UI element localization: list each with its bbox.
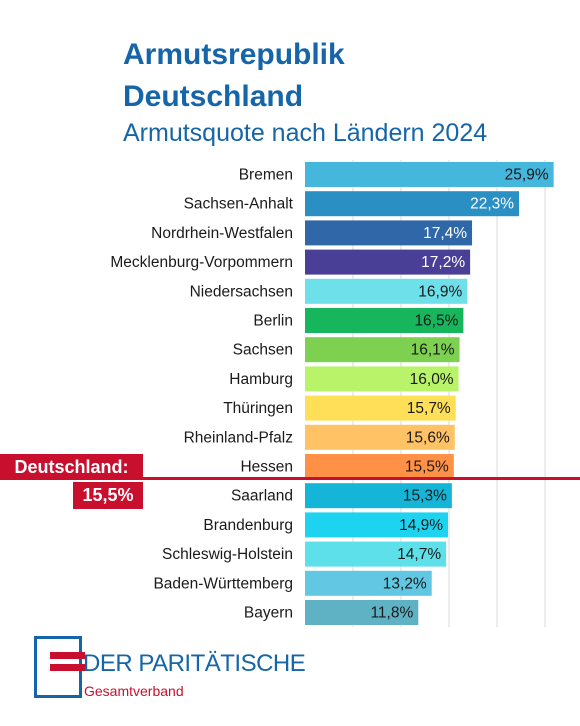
value-label: 15,7% [407, 400, 451, 417]
reference-value-label: 15,5% [73, 482, 143, 509]
reference-label: Deutschland: [0, 454, 143, 480]
bar [305, 162, 554, 187]
bar [305, 395, 456, 421]
logo-subline: Gesamtverband [84, 683, 184, 699]
value-label: 17,2% [421, 254, 465, 271]
category-label: Nordrhein-Westfalen [151, 225, 293, 242]
value-label: 14,7% [397, 546, 441, 563]
bar [305, 191, 520, 217]
category-label: Saarland [231, 488, 293, 505]
category-label: Schleswig-Holstein [162, 546, 293, 563]
category-label: Sachsen [233, 342, 293, 359]
value-label: 16,5% [414, 313, 458, 330]
category-label: Thüringen [223, 400, 293, 417]
category-label: Baden-Württemberg [153, 575, 293, 592]
chart-subtitle: Armutsquote nach Ländern 2024 [123, 119, 488, 147]
category-label: Berlin [253, 313, 293, 330]
bar [305, 454, 454, 479]
title-line-1: Armutsrepublik [123, 38, 345, 71]
bar [305, 220, 473, 246]
value-label: 16,1% [411, 342, 455, 359]
bar [305, 483, 452, 509]
category-label: Brandenburg [203, 517, 293, 534]
value-label: 17,4% [423, 225, 467, 242]
value-label: 16,9% [418, 283, 462, 300]
category-label: Sachsen-Anhalt [184, 196, 294, 213]
value-label: 13,2% [383, 575, 427, 592]
category-label: Hamburg [229, 371, 293, 388]
logo-bar-top [50, 652, 85, 659]
title-line-2: Deutschland [123, 80, 304, 113]
value-label: 15,6% [406, 429, 450, 446]
category-label: Niedersachsen [190, 283, 293, 300]
category-label: Hessen [240, 459, 293, 476]
bar [305, 366, 459, 392]
bar [305, 308, 464, 333]
bar [305, 541, 447, 567]
bar [305, 512, 449, 538]
bar [305, 249, 471, 275]
value-label: 25,9% [505, 167, 549, 184]
bar-chart: Bremen 25,9% Sachsen-Anhalt 22,3% Nordrhein-… [110, 160, 554, 628]
bar [305, 278, 468, 304]
reference-line [0, 477, 580, 480]
value-label: 14,9% [399, 517, 443, 534]
value-label: 15,5% [405, 459, 449, 476]
category-label: Bayern [244, 605, 293, 622]
bar [305, 337, 460, 363]
value-label: 16,0% [410, 371, 454, 388]
bar [305, 570, 432, 596]
value-label: 15,3% [403, 488, 447, 505]
value-label: 22,3% [470, 196, 514, 213]
category-label: Rheinland-Pfalz [184, 429, 293, 446]
category-label: Bremen [239, 167, 293, 184]
chart-title: Armutsrepublik Deutschland [123, 34, 345, 118]
bar [305, 600, 419, 625]
category-label: Mecklenburg-Vorpommern [110, 254, 293, 271]
paritaetische-logo-icon [34, 636, 85, 698]
bar [305, 424, 455, 450]
logo-name: DER PARITÄTISCHE [83, 650, 306, 677]
value-label: 11,8% [370, 605, 413, 622]
logo-bar-bottom [50, 664, 85, 671]
